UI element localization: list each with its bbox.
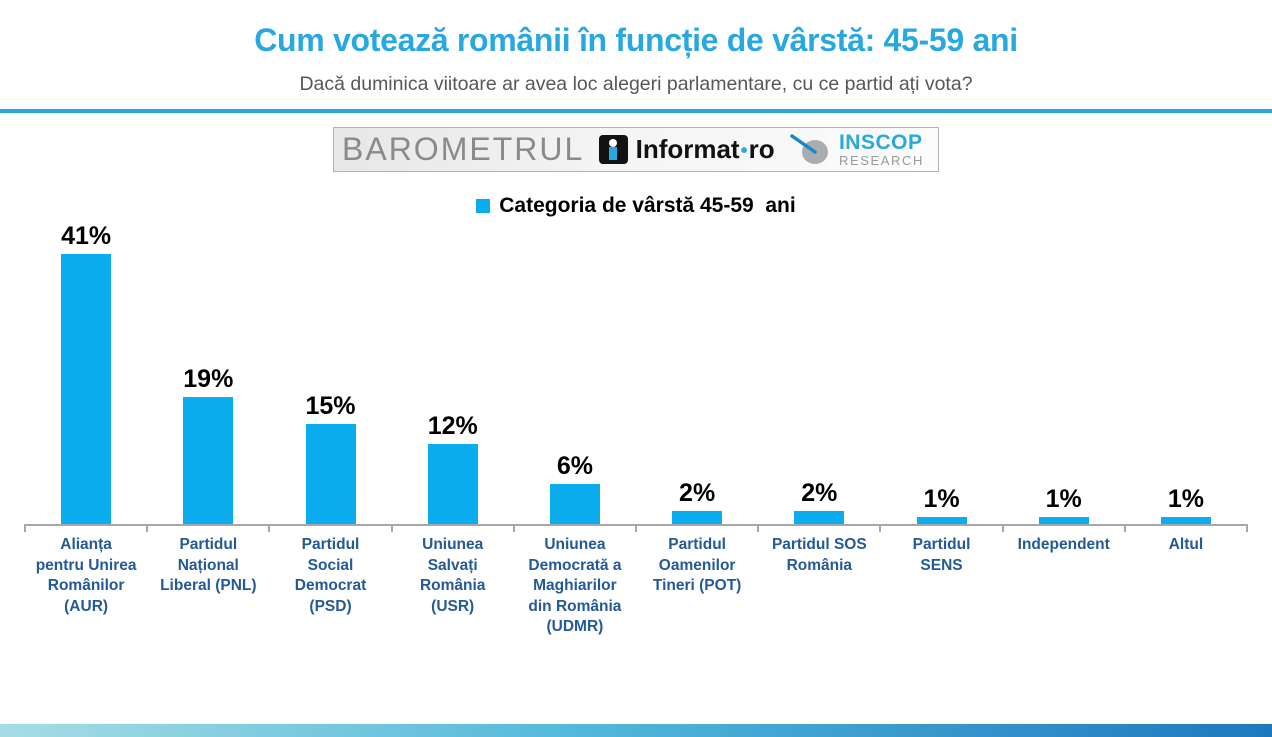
plot-area: 41% 19% 15% 12% 6% 2% 2% 1% [23,222,1248,532]
bar-column-pnl: 19% [146,222,269,532]
category-label-altul: Altul [1168,536,1204,553]
bar-value-label: 12% [427,412,478,440]
x-axis-labels: Alianța pentru Unirea Românilor (AUR) Pa… [25,526,1247,638]
category-label-usr: Uniunea Salvați România (USR) [419,536,486,615]
legend-label: Categoria de vârstă 45-59 ani [499,194,796,217]
inscop-wordmark: INSCOP RESEARCH [838,131,924,168]
bar-column-udmr: 6% [512,222,636,532]
bar-value-label: 1% [1045,485,1082,513]
inscop-clock-icon [790,133,828,164]
informat-logo-icon [598,135,628,164]
bar [1038,517,1089,524]
divider-rule [0,109,1272,113]
informat-wordmark: Informat•ro [635,134,775,164]
category-label-pnl: Partidul Național Liberal (PNL) [160,536,257,595]
bar [61,254,112,524]
bar-value-label: 1% [1167,485,1204,513]
bar [672,511,723,524]
category-label-independent: Independent [1017,536,1110,553]
logo-strip: BAROMETRUL Informat•ro INSCOP RESEARCH [333,127,939,172]
bar-column-pot: 2% [635,222,758,532]
informat-icon-stem [609,147,618,160]
bar-column-usr: 12% [390,222,514,532]
page-subtitle: Dacă duminica viitoare ar avea loc alege… [299,73,973,95]
bar [549,484,600,524]
category-label-psd: Partidul Social Democrat (PSD) [294,536,367,615]
bar-value-label: 2% [801,479,838,507]
category-label-aur: Alianța pentru Unirea Românilor (AUR) [35,536,137,615]
bar [183,397,234,524]
legend: Categoria de vârstă 45-59 ani [0,194,1272,218]
category-label-sens: Partidul SENS [912,536,971,574]
bar [794,511,845,524]
bar-chart: 41% 19% 15% 12% 6% 2% 2% 1% [23,222,1248,638]
bar [916,517,967,524]
bar-value-label: 1% [923,485,960,513]
bar-value-label: 2% [679,479,716,507]
bar-column-altul: 1% [1123,222,1247,532]
bar [427,444,478,524]
bar-value-label: 41% [61,222,112,250]
page-title: Cum votează românii în funcție de vârstă… [254,22,1018,58]
bar-column-psd: 15% [268,222,391,532]
informat-separator-dot: • [740,140,748,162]
informat-icon-dot [609,139,618,147]
bar-column-sos: 2% [757,222,880,532]
bar-column-aur: 41% [23,222,147,532]
bar-value-label: 15% [305,392,356,420]
category-label-sos: Partidul SOS România [771,536,867,574]
informat-logo: Informat•ro [598,134,775,165]
barometrul-wordmark: BAROMETRUL [342,131,585,167]
bar-value-label: 19% [183,365,234,393]
bar [305,424,356,524]
category-label-udmr: Uniunea Democrată a Maghiarilor din Româ… [528,536,622,636]
legend-swatch [476,199,491,213]
bar-column-independent: 1% [1001,222,1125,532]
bottom-gradient-bar [0,724,1272,737]
category-label-pot: Partidul Oamenilor Tineri (POT) [652,536,742,595]
bar-value-label: 6% [556,452,593,480]
bar-column-sens: 1% [879,222,1002,532]
bar [1160,517,1211,524]
inscop-logo: INSCOP RESEARCH [789,132,924,167]
